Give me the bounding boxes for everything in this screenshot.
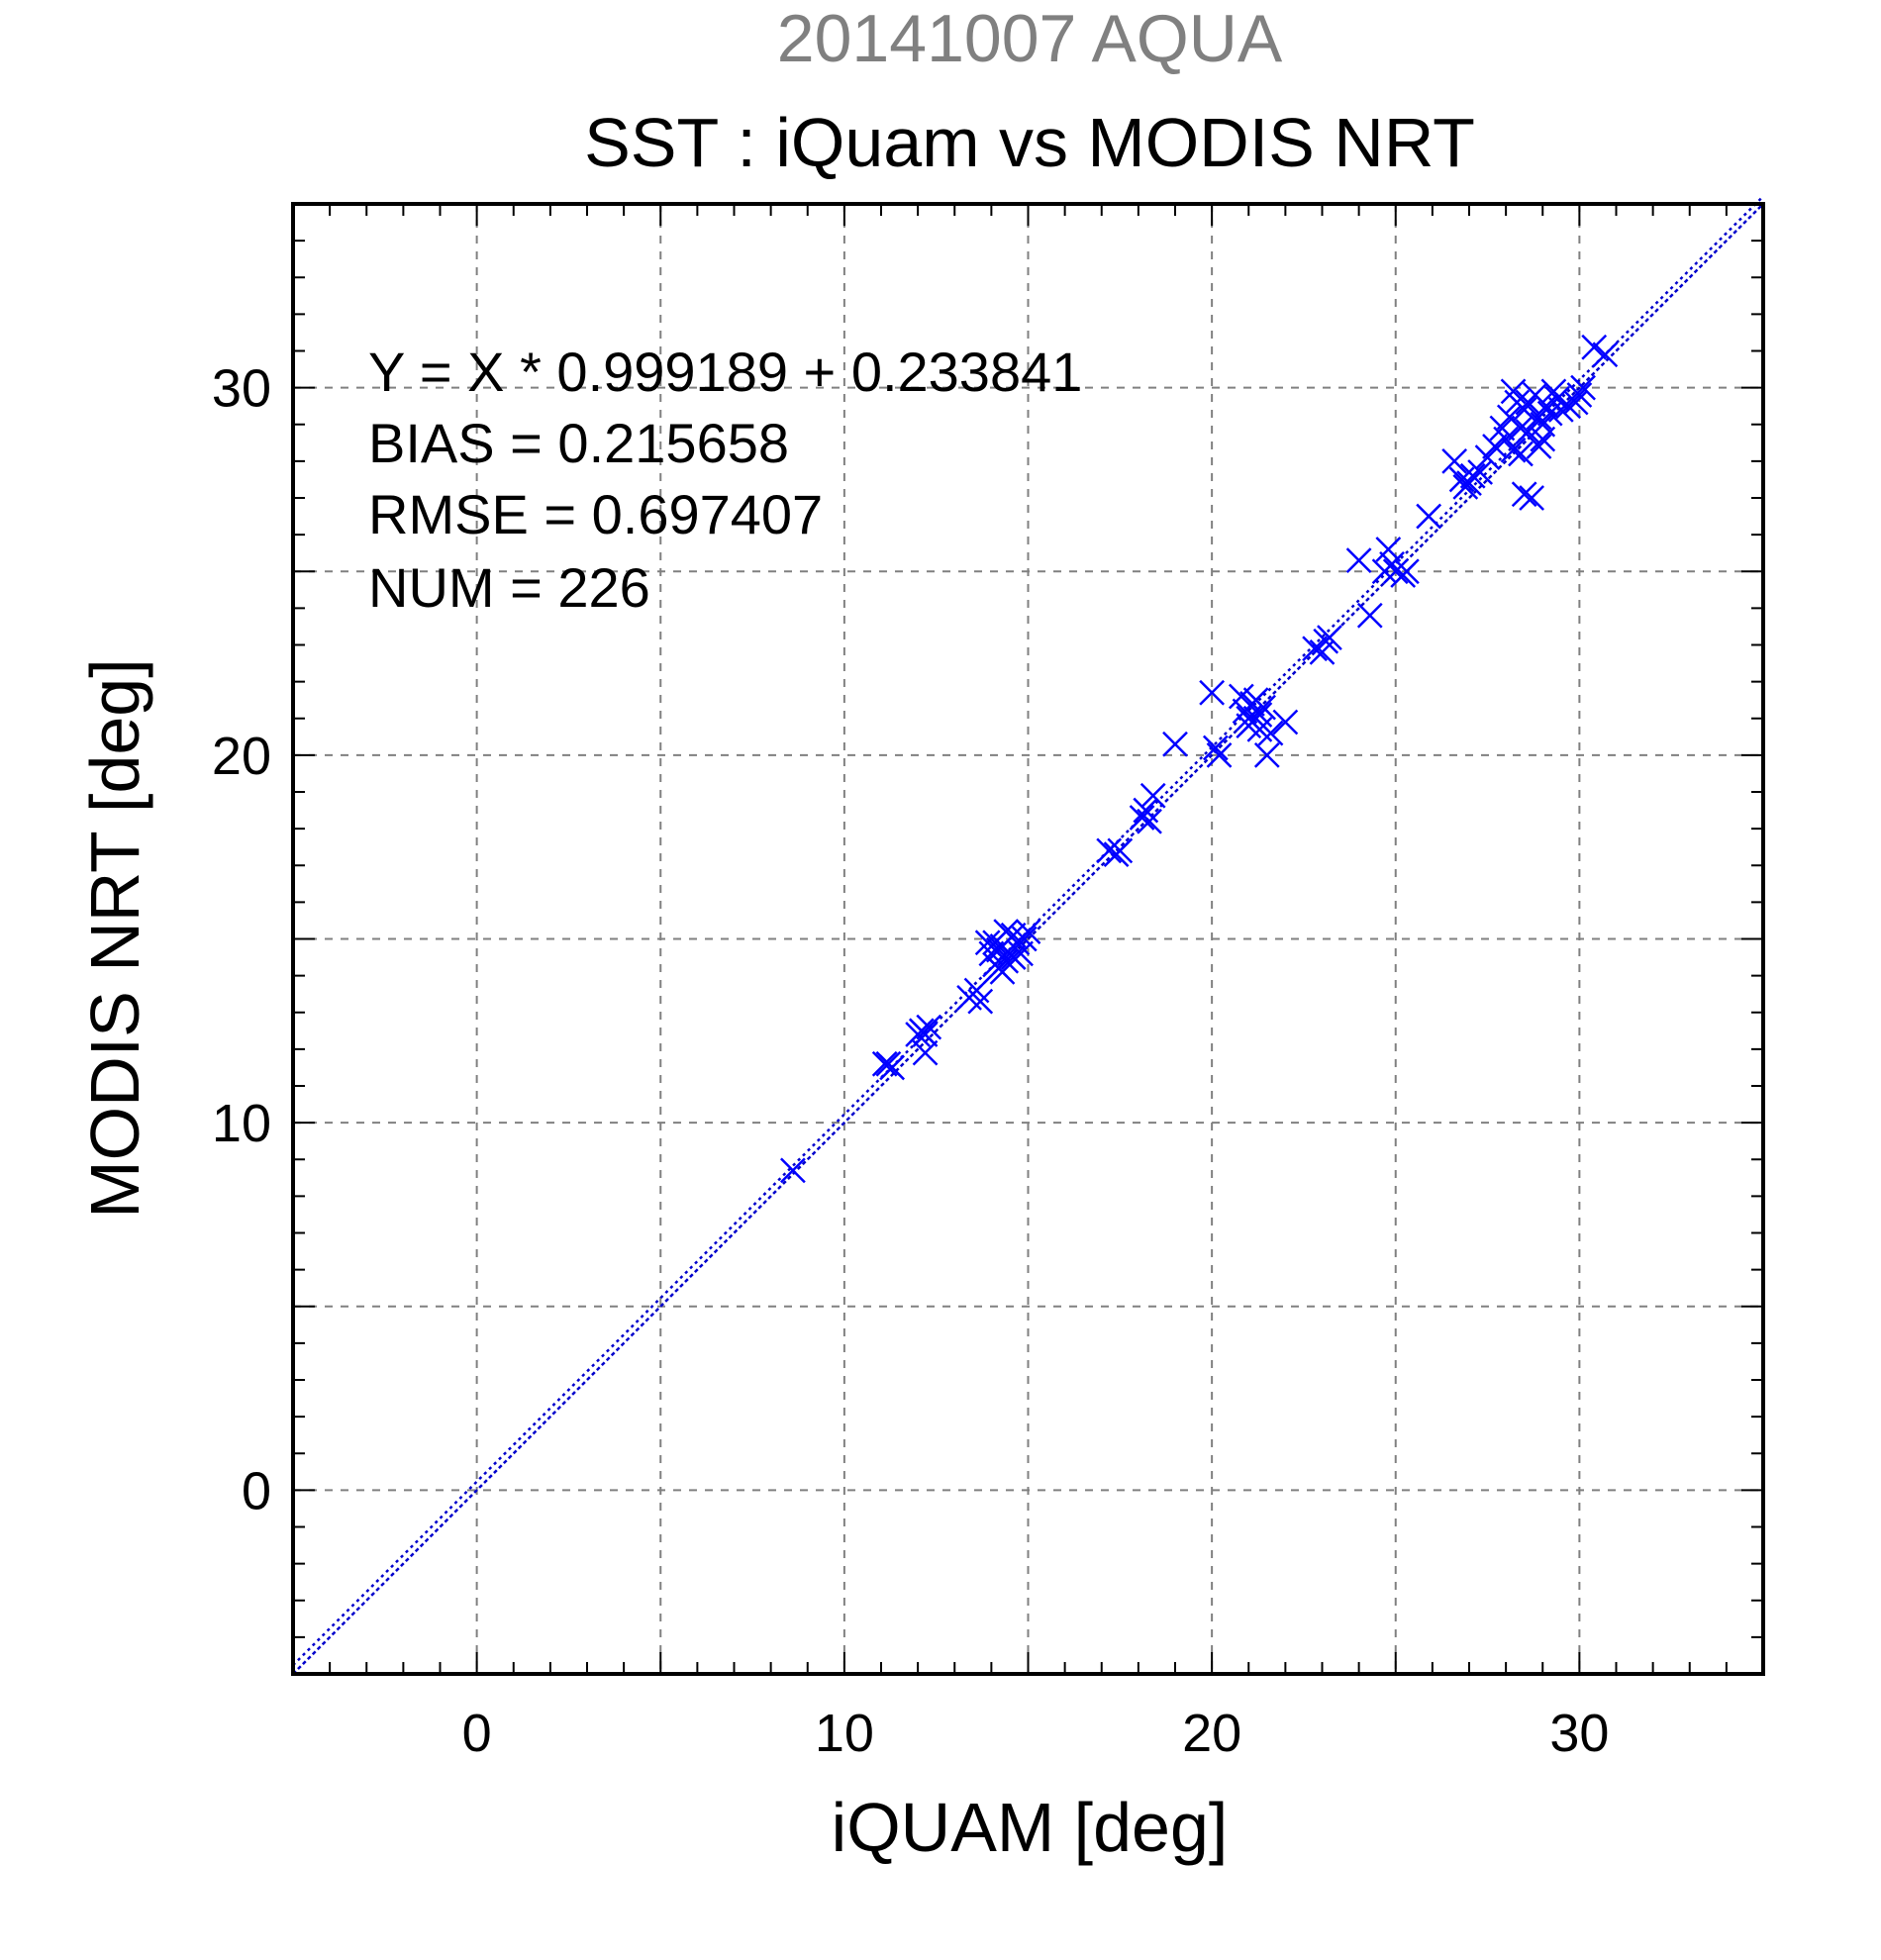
data-point bbox=[1096, 837, 1123, 864]
count-value: NUM = 226 bbox=[368, 556, 650, 619]
data-point bbox=[1162, 731, 1188, 757]
tick-labels: 0 10 20 30 0 10 20 30 bbox=[212, 359, 1609, 1763]
bias-value: BIAS = 0.215658 bbox=[368, 412, 789, 474]
y-tick-label: 20 bbox=[212, 727, 271, 786]
plot-frame bbox=[291, 202, 1765, 1676]
data-point bbox=[1206, 741, 1233, 768]
data-point bbox=[1515, 389, 1541, 416]
data-point bbox=[967, 988, 994, 1015]
data-point bbox=[1508, 441, 1534, 467]
data-point bbox=[982, 930, 1008, 956]
data-point bbox=[1441, 447, 1468, 474]
data-point bbox=[1317, 625, 1342, 650]
data-point bbox=[1000, 944, 1027, 970]
data-point bbox=[989, 959, 1016, 985]
data-point bbox=[1500, 437, 1527, 463]
data-point bbox=[1129, 805, 1155, 831]
data-point bbox=[1015, 919, 1041, 944]
data-point bbox=[1253, 741, 1280, 768]
data-point bbox=[1133, 797, 1159, 824]
chart-title: SST : iQuam vs MODIS NRT bbox=[584, 104, 1475, 181]
data-point bbox=[916, 1014, 942, 1040]
data-points bbox=[780, 334, 1619, 1184]
data-point bbox=[1467, 459, 1494, 485]
data-point bbox=[1272, 709, 1299, 735]
y-tick-label: 0 bbox=[242, 1461, 271, 1520]
data-point bbox=[879, 1054, 906, 1081]
stats-annotation: Y = X * 0.999189 + 0.233841 BIAS = 0.215… bbox=[368, 341, 1082, 619]
data-point bbox=[1242, 687, 1269, 714]
data-point bbox=[1519, 485, 1544, 511]
data-point bbox=[1199, 679, 1226, 706]
y-tick-label: 30 bbox=[212, 359, 271, 419]
data-point bbox=[905, 1022, 932, 1047]
data-point bbox=[1356, 602, 1383, 629]
data-point bbox=[1107, 837, 1134, 864]
data-point bbox=[1382, 558, 1409, 585]
data-point bbox=[1511, 397, 1537, 423]
x-axis-label: iQUAM [deg] bbox=[832, 1789, 1229, 1866]
data-point bbox=[1515, 419, 1541, 445]
data-point bbox=[1526, 434, 1552, 459]
data-point bbox=[1302, 636, 1328, 662]
data-point bbox=[780, 1157, 806, 1184]
fit-equation: Y = X * 0.999189 + 0.233841 bbox=[368, 341, 1082, 403]
data-point bbox=[1592, 342, 1619, 368]
data-point bbox=[1511, 481, 1537, 508]
x-tick-label: 20 bbox=[1182, 1704, 1241, 1763]
rmse-value: RMSE = 0.697407 bbox=[368, 483, 823, 545]
data-point bbox=[1394, 558, 1420, 585]
y-axis-label: MODIS NRT [deg] bbox=[76, 658, 153, 1218]
data-point bbox=[1562, 389, 1589, 416]
data-point bbox=[1375, 537, 1402, 562]
data-point bbox=[871, 1050, 898, 1077]
x-tick-label: 30 bbox=[1549, 1704, 1609, 1763]
fit-lines bbox=[292, 195, 1764, 1675]
data-point bbox=[1547, 397, 1574, 423]
data-point bbox=[1500, 378, 1527, 405]
data-point bbox=[912, 1022, 939, 1047]
data-point bbox=[1139, 782, 1166, 809]
chart-suptitle: 20141007 AQUA bbox=[777, 1, 1283, 76]
one-to-one-line bbox=[292, 203, 1764, 1675]
data-point bbox=[1239, 709, 1265, 735]
data-point bbox=[912, 1039, 939, 1066]
data-point bbox=[1459, 462, 1486, 489]
y-tick-label: 10 bbox=[212, 1094, 271, 1153]
data-point bbox=[1581, 334, 1608, 360]
data-point bbox=[1566, 382, 1593, 408]
x-tick-label: 0 bbox=[462, 1704, 492, 1763]
data-point bbox=[1530, 411, 1556, 438]
data-point bbox=[1011, 926, 1038, 952]
data-point bbox=[1202, 735, 1229, 761]
x-tick-label: 10 bbox=[815, 1704, 874, 1763]
data-point bbox=[1345, 547, 1372, 573]
data-point bbox=[1416, 503, 1442, 530]
data-point bbox=[1570, 374, 1596, 401]
data-point bbox=[1257, 720, 1284, 746]
